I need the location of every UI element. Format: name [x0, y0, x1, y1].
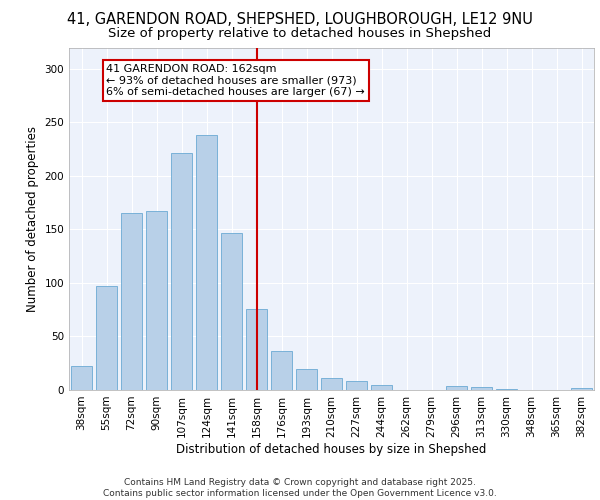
Bar — [246, 308, 267, 390]
Bar — [471, 387, 492, 390]
Y-axis label: Number of detached properties: Number of detached properties — [26, 126, 39, 312]
Bar — [371, 384, 392, 390]
Bar — [446, 386, 467, 390]
Text: Size of property relative to detached houses in Shepshed: Size of property relative to detached ho… — [109, 28, 491, 40]
Bar — [71, 366, 92, 390]
Text: 41, GARENDON ROAD, SHEPSHED, LOUGHBOROUGH, LE12 9NU: 41, GARENDON ROAD, SHEPSHED, LOUGHBOROUG… — [67, 12, 533, 28]
Bar — [346, 382, 367, 390]
Bar — [196, 136, 217, 390]
Text: Contains HM Land Registry data © Crown copyright and database right 2025.
Contai: Contains HM Land Registry data © Crown c… — [103, 478, 497, 498]
Bar — [221, 232, 242, 390]
Bar — [271, 352, 292, 390]
Bar — [321, 378, 342, 390]
Bar — [296, 368, 317, 390]
Bar — [96, 286, 117, 390]
Bar — [571, 388, 592, 390]
Bar — [171, 154, 192, 390]
Bar — [146, 212, 167, 390]
Text: 41 GARENDON ROAD: 162sqm
← 93% of detached houses are smaller (973)
6% of semi-d: 41 GARENDON ROAD: 162sqm ← 93% of detach… — [107, 64, 365, 97]
Bar — [496, 389, 517, 390]
Bar — [121, 214, 142, 390]
X-axis label: Distribution of detached houses by size in Shepshed: Distribution of detached houses by size … — [176, 442, 487, 456]
